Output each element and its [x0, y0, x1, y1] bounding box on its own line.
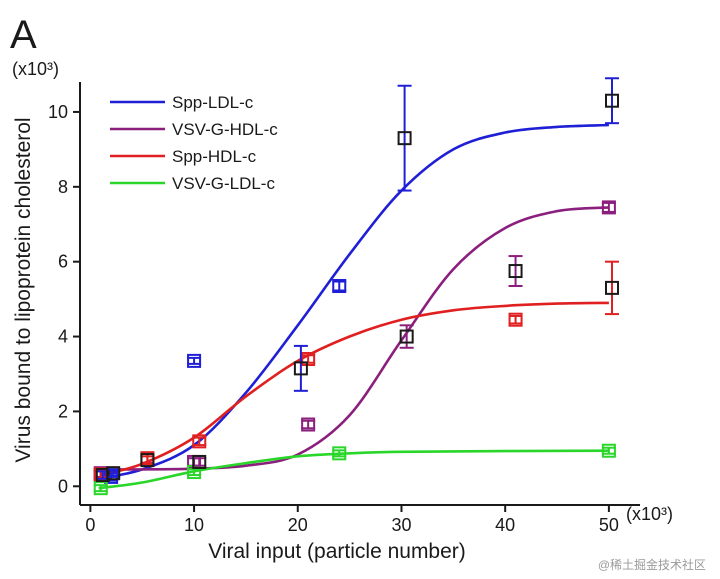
x-tick-label-0: 0 — [85, 515, 95, 535]
series-3-point-0 — [93, 481, 108, 496]
black-errorbar-1 — [106, 468, 121, 478]
legend-label-3: VSV-G-LDL-c — [172, 174, 275, 193]
axis-ticks: 0 10 20 30 40 50 0 2 4 6 8 10 — [48, 102, 619, 535]
y-tick-label-0: 0 — [58, 476, 68, 496]
series-3-errorbar-3 — [601, 446, 616, 455]
series-2-errorbar-2 — [192, 436, 207, 447]
series-2-point-4 — [508, 312, 523, 327]
black-point-5 — [397, 131, 412, 146]
black-errorbar-5 — [397, 84, 412, 192]
black-errorbar-8 — [605, 77, 619, 125]
black-point-4 — [293, 361, 308, 376]
x-tick-label-1: 10 — [184, 515, 204, 535]
y-tick-label-5: 10 — [48, 102, 68, 122]
black-point-6 — [399, 329, 414, 344]
series-3-errorbar-0 — [93, 484, 108, 493]
black-errorbar-4 — [293, 344, 308, 392]
y-tick-label-3: 6 — [58, 252, 68, 272]
black-errorbar-3 — [192, 457, 207, 467]
plot-area — [93, 77, 619, 496]
black-errorbar-2 — [140, 455, 155, 465]
legend-label-0: Spp-LDL-c — [172, 93, 254, 112]
series-3-errorbar-1 — [187, 468, 202, 477]
x-axis-title: Viral input (particle number) — [208, 540, 466, 563]
y-axis-title: Virus bound to lipoprotein cholesterol — [12, 117, 35, 462]
x-tick-label-4: 40 — [495, 515, 515, 535]
x-tick-label-2: 20 — [288, 515, 308, 535]
panel-letter: A — [10, 13, 37, 57]
black-point-2 — [140, 453, 155, 468]
series-0-point-2 — [187, 353, 202, 368]
series-curve-2 — [100, 301, 609, 477]
x-multiplier-label: (x10³) — [626, 504, 673, 524]
series-3-point-3 — [601, 443, 616, 458]
series-2-point-2 — [192, 434, 207, 449]
series-1-errorbar-3 — [601, 201, 616, 213]
series-1-point-2 — [301, 417, 316, 432]
series-curve-3 — [98, 449, 609, 490]
black-errorbar-6 — [399, 324, 414, 349]
series-0-point-3 — [332, 279, 347, 294]
series-curve-1 — [100, 206, 609, 471]
legend-label-1: VSV-G-HDL-c — [172, 120, 278, 139]
x-tick-label-5: 50 — [599, 515, 619, 535]
black-point-7 — [508, 264, 523, 279]
y-tick-label-1: 2 — [58, 401, 68, 421]
black-point-8 — [605, 93, 619, 108]
y-multiplier-label: (x10³) — [12, 59, 59, 79]
y-tick-label-2: 4 — [58, 327, 68, 347]
series-3-point-2 — [332, 446, 347, 461]
black-point-0 — [95, 468, 110, 483]
black-point-1 — [106, 466, 121, 481]
black-point-9 — [605, 280, 619, 295]
series-2-errorbar-4 — [508, 314, 523, 325]
y-tick-label-4: 8 — [58, 177, 68, 197]
legend-label-2: Spp-HDL-c — [172, 147, 257, 166]
black-point-3 — [192, 454, 207, 469]
series-0-errorbar-3 — [332, 280, 347, 292]
black-errorbar-9 — [605, 260, 619, 316]
black-errorbar-7 — [508, 255, 523, 288]
x-tick-label-3: 30 — [391, 515, 411, 535]
series-1-point-3 — [601, 200, 616, 215]
series-curve-0 — [100, 123, 609, 480]
watermark: @稀土掘金技术社区 — [597, 558, 706, 572]
legend: Spp-LDL-c VSV-G-HDL-c Spp-HDL-c VSV-G-LDL-c — [110, 93, 278, 193]
series-2-point-3 — [301, 352, 316, 367]
series-1-errorbar-2 — [301, 419, 316, 430]
series-0-errorbar-2 — [187, 356, 202, 365]
series-3-errorbar-2 — [332, 449, 347, 458]
